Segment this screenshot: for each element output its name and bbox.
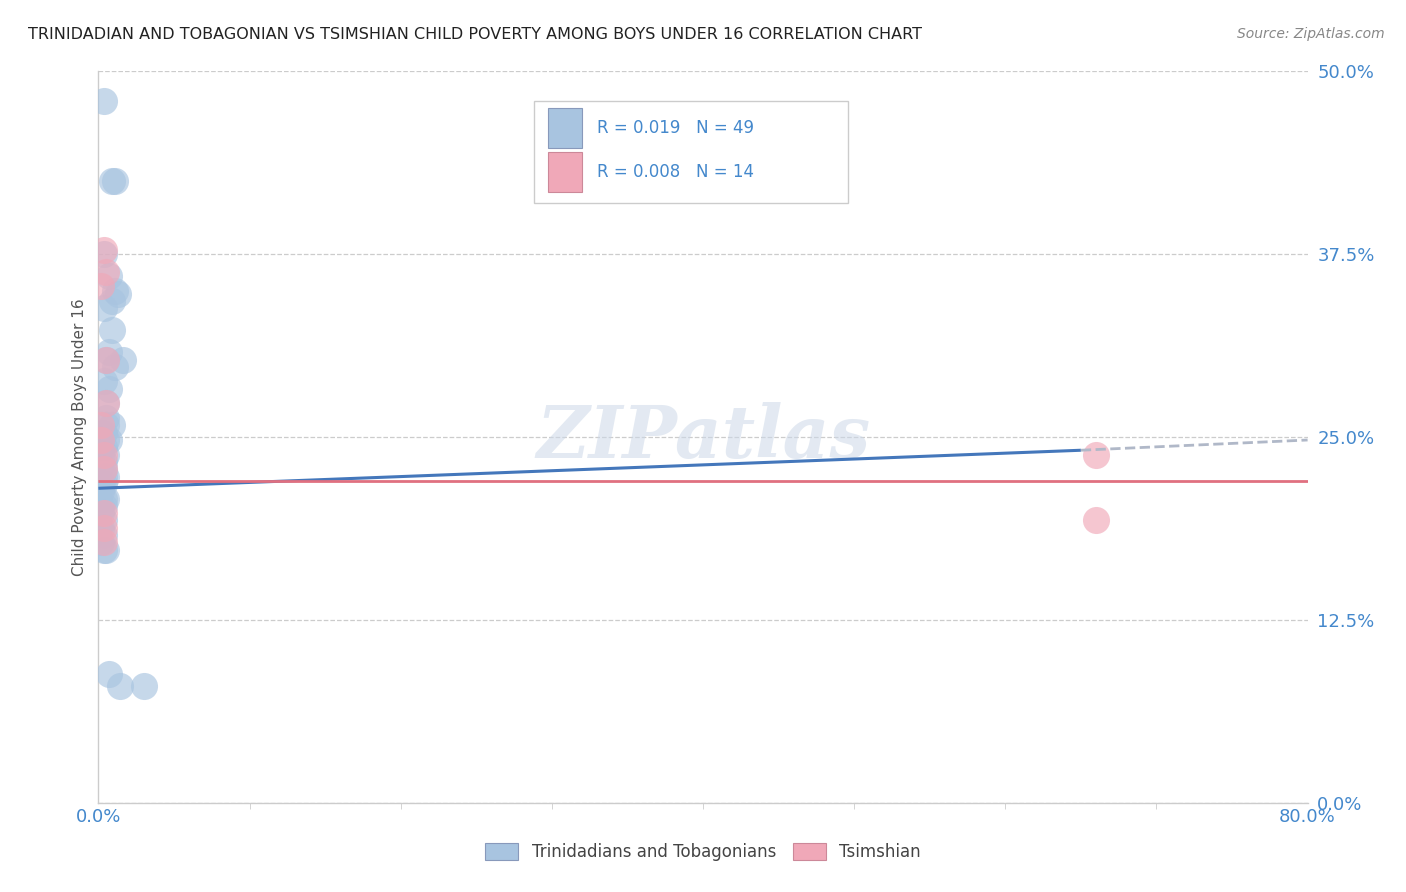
Point <box>93 462 115 476</box>
Text: R = 0.008   N = 14: R = 0.008 N = 14 <box>596 163 754 181</box>
Legend: Trinidadians and Tobagonians, Tsimshian: Trinidadians and Tobagonians, Tsimshian <box>478 836 928 868</box>
Y-axis label: Child Poverty Among Boys Under 16: Child Poverty Among Boys Under 16 <box>72 298 87 576</box>
Point <box>94 411 117 425</box>
Point <box>90 499 112 513</box>
Point <box>1085 448 1108 462</box>
Point <box>93 499 115 513</box>
Point <box>104 174 127 188</box>
Point <box>98 433 121 447</box>
Point <box>98 667 121 681</box>
Point <box>94 352 117 367</box>
Point <box>94 396 117 410</box>
Point <box>90 521 112 535</box>
Point <box>93 469 115 483</box>
Point <box>93 243 115 257</box>
Point <box>104 359 127 374</box>
Point <box>90 476 112 491</box>
Point <box>94 418 117 433</box>
Point <box>93 462 115 476</box>
Point <box>93 542 115 557</box>
Point <box>90 535 112 549</box>
Point <box>90 484 112 499</box>
Text: R = 0.019   N = 49: R = 0.019 N = 49 <box>596 119 754 137</box>
Point <box>93 506 115 520</box>
Point <box>101 174 124 188</box>
Point <box>108 679 131 693</box>
Point <box>93 375 115 389</box>
Point <box>93 455 115 469</box>
Point <box>1085 513 1108 527</box>
Point <box>90 440 112 454</box>
Point <box>104 284 127 298</box>
Point <box>94 352 117 367</box>
Point <box>94 448 117 462</box>
Point <box>90 433 112 447</box>
Point <box>98 269 121 284</box>
Point <box>90 448 112 462</box>
Text: Source: ZipAtlas.com: Source: ZipAtlas.com <box>1237 27 1385 41</box>
Point <box>107 286 129 301</box>
Point <box>93 94 115 108</box>
Point <box>98 345 121 359</box>
Point <box>132 679 155 693</box>
Point <box>93 528 115 542</box>
Point <box>90 425 112 440</box>
Point <box>93 247 115 261</box>
Point <box>93 476 115 491</box>
FancyBboxPatch shape <box>548 152 582 192</box>
Point <box>93 535 115 549</box>
Point <box>94 542 117 557</box>
Text: TRINIDADIAN AND TOBAGONIAN VS TSIMSHIAN CHILD POVERTY AMONG BOYS UNDER 16 CORREL: TRINIDADIAN AND TOBAGONIAN VS TSIMSHIAN … <box>28 27 922 42</box>
Point <box>94 396 117 410</box>
Text: ZIPatlas: ZIPatlas <box>536 401 870 473</box>
Point <box>94 265 117 279</box>
Point <box>93 425 115 440</box>
Point <box>98 382 121 396</box>
FancyBboxPatch shape <box>548 108 582 148</box>
FancyBboxPatch shape <box>534 101 848 203</box>
Point <box>94 433 117 447</box>
Point <box>101 323 124 337</box>
Point <box>90 418 112 433</box>
Point <box>90 506 112 520</box>
Point <box>93 440 115 454</box>
Point <box>94 469 117 483</box>
Point <box>93 301 115 316</box>
Point <box>101 418 124 433</box>
Point <box>94 491 117 506</box>
Point <box>93 513 115 527</box>
Point <box>93 491 115 506</box>
Point <box>90 279 112 293</box>
Point <box>101 293 124 308</box>
Point <box>93 521 115 535</box>
Point <box>111 352 134 367</box>
Point <box>93 448 115 462</box>
